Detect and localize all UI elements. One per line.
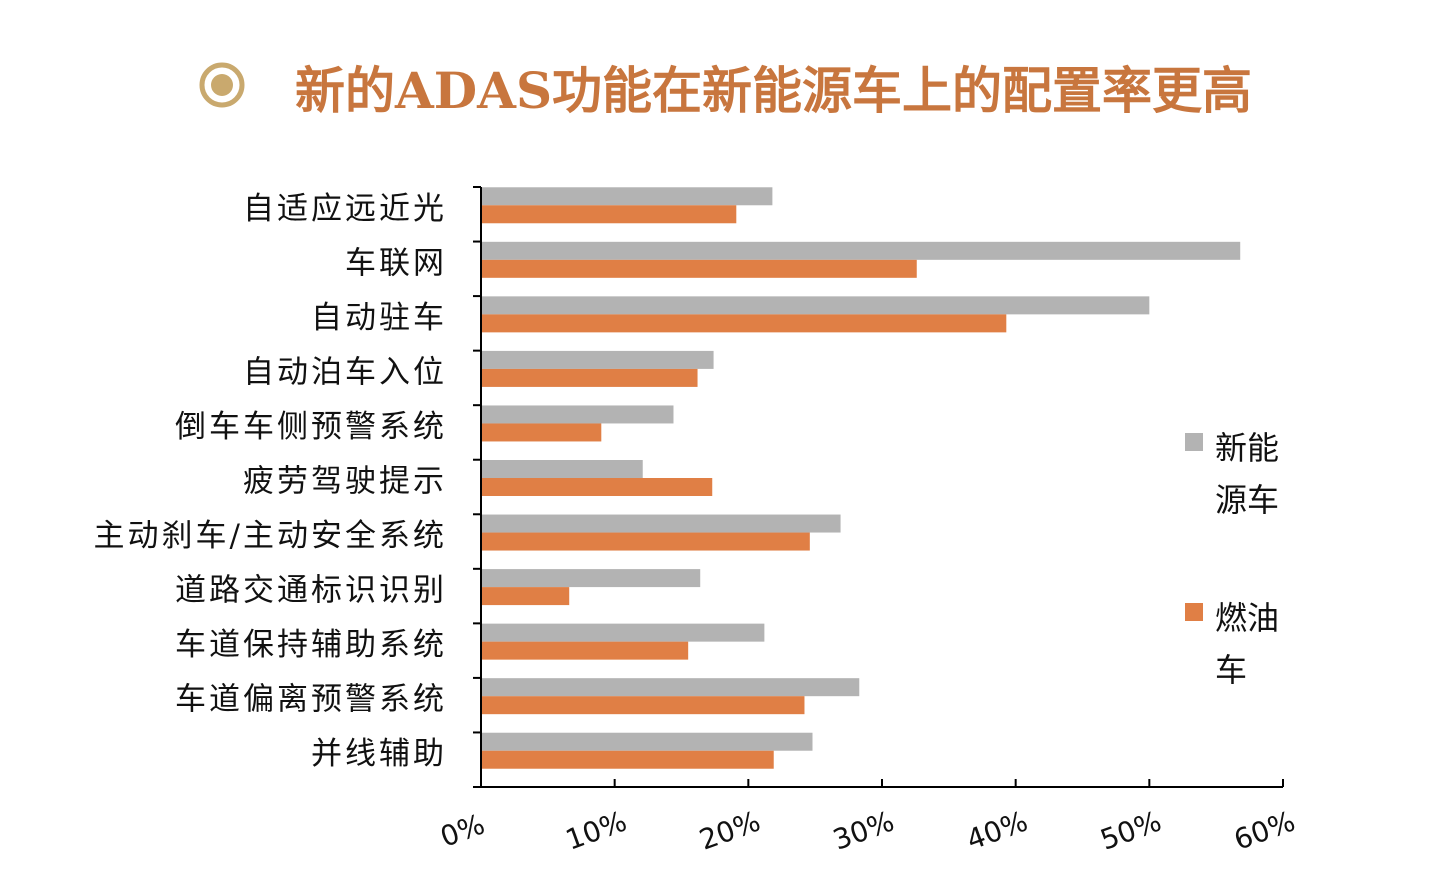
x-tick-label: 20% [695,804,765,856]
y-tick-label: 并线辅助 [311,736,447,772]
y-tick-label: 车道偏离预警系统 [175,682,447,718]
legend-label: 新能源车 [1215,429,1280,519]
bar [481,368,698,387]
title-icon-ring [199,62,245,108]
bar [481,405,674,424]
bar [481,532,810,551]
bar [481,241,1241,260]
bar [481,259,917,278]
bar [481,587,570,606]
bar [481,423,602,442]
bar [481,750,774,769]
bar [481,696,805,715]
x-tick-label: 60% [1230,804,1300,856]
bar [481,350,714,369]
bar [481,205,737,224]
x-tick-label: 30% [829,804,899,856]
legend-item: 新能源车 [1185,422,1287,526]
y-tick-label: 疲劳驾驶提示 [243,464,447,500]
chart-title: 新的ADAS功能在新能源车上的配置率更高 [295,61,1252,120]
y-tick-label: 自动泊车入位 [243,354,447,390]
y-tick-label: 主动刹车/主动安全系统 [94,518,447,554]
bar [481,678,860,697]
bar [481,514,841,533]
bar [481,641,689,660]
x-tick-label: 10% [561,804,631,856]
legend-label: 燃油车 [1215,599,1280,689]
bar [481,296,1150,315]
legend-swatch [1185,603,1203,621]
title-icon-dot [211,74,233,96]
y-tick-label: 自适应远近光 [243,191,447,227]
bar [481,314,1007,333]
bar [481,623,765,642]
bar [481,187,773,206]
y-tick-label: 自动驻车 [311,300,447,336]
y-tick-label: 倒车车侧预警系统 [175,409,447,445]
legend-item: 燃油车 [1185,592,1287,696]
y-tick-label: 道路交通标识识别 [175,573,447,609]
legend-swatch [1185,433,1203,451]
bar [481,732,813,751]
bar [481,569,701,588]
y-tick-label: 车联网 [345,245,447,281]
bar [481,460,643,478]
x-tick-label: 50% [1096,804,1166,856]
x-tick-label: 40% [962,804,1032,856]
x-tick-label: 0% [436,807,489,853]
y-tick-label: 车道保持辅助系统 [175,627,447,663]
bar [481,478,713,496]
